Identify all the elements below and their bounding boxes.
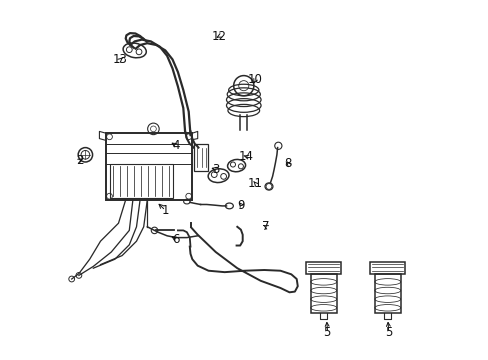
Text: 3: 3 — [212, 163, 219, 176]
Text: 4: 4 — [172, 139, 180, 152]
Bar — [109, 164, 172, 198]
Text: 14: 14 — [238, 150, 253, 163]
Text: 13: 13 — [113, 53, 127, 66]
Text: 5: 5 — [384, 327, 391, 339]
Text: 12: 12 — [211, 30, 226, 42]
Text: 7: 7 — [262, 220, 269, 233]
Text: 2: 2 — [76, 154, 83, 167]
Bar — [106, 133, 192, 200]
Text: 1: 1 — [161, 204, 169, 217]
Bar — [369, 262, 405, 274]
Text: 5: 5 — [323, 327, 330, 339]
Bar — [374, 274, 400, 313]
Bar — [310, 274, 336, 313]
Bar — [305, 262, 341, 274]
Text: 9: 9 — [237, 199, 244, 212]
Text: 11: 11 — [247, 177, 262, 190]
Text: 10: 10 — [247, 73, 262, 86]
Text: 6: 6 — [172, 233, 180, 246]
Bar — [194, 144, 208, 171]
Text: 8: 8 — [284, 157, 291, 170]
